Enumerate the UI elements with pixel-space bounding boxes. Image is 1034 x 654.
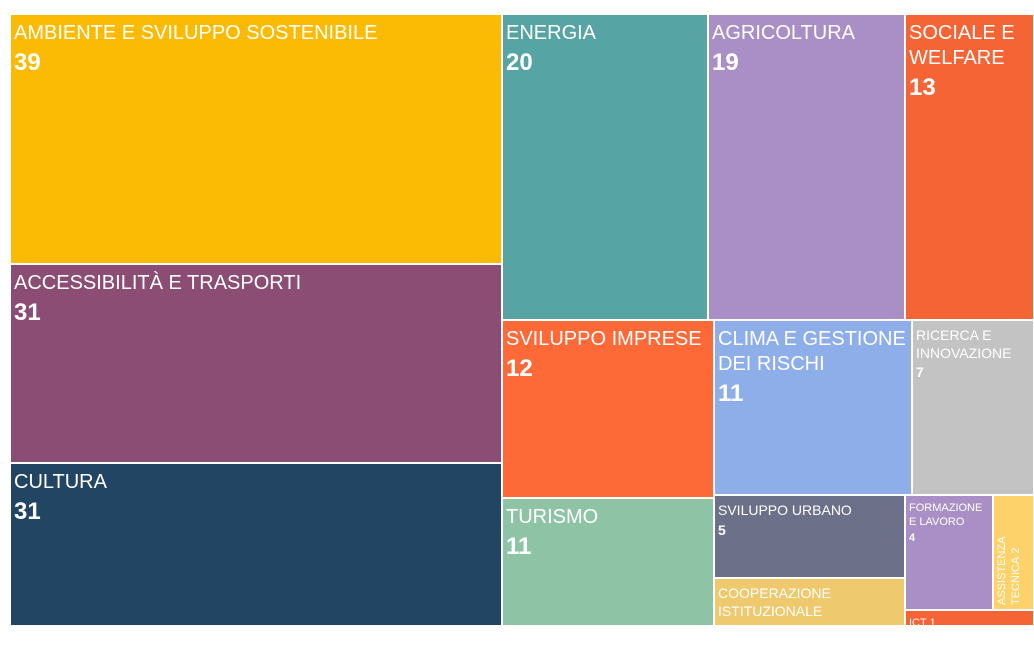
tile: SOCIALE E WELFARE 13 xyxy=(905,14,1034,320)
value-label: 31 xyxy=(14,299,41,326)
tile-label: AGRICOLTURA 19 xyxy=(712,21,902,78)
tile-label: ACCESSIBILITÀ E TRASPORTI 31 xyxy=(14,271,499,328)
tile-label: FORMAZIONE E LAVORO 4 xyxy=(909,502,990,545)
category-label: SVILUPPO IMPRESE xyxy=(506,328,702,350)
value-label: 4 xyxy=(909,531,916,544)
value-label: 5 xyxy=(718,622,902,625)
category-label: AMBIENTE E SVILUPPO SOSTENIBILE xyxy=(14,22,378,44)
value-label: 5 xyxy=(718,521,726,538)
category-label: ICT xyxy=(909,617,927,626)
value-label: 11 xyxy=(506,533,532,560)
tile-label: ENERGIA 20 xyxy=(506,21,705,78)
tile: CULTURA 31 xyxy=(10,463,502,626)
category-label: AGRICOLTURA xyxy=(712,22,855,44)
category-label: COOPERAZIONE ISTITUZIONALE xyxy=(718,585,831,619)
category-label: RICERCA E INNOVAZIONE xyxy=(916,327,1012,361)
category-label: CLIMA E GESTIONE DEI RISCHI xyxy=(718,328,906,375)
tile-label: ICT 1 xyxy=(909,617,1031,626)
category-label: CULTURA xyxy=(14,471,107,493)
tile: SVILUPPO URBANO 5 xyxy=(714,495,905,578)
value-label: 13 xyxy=(909,74,936,101)
value-label: 31 xyxy=(14,498,41,525)
tile: AMBIENTE E SVILUPPO SOSTENIBILE 39 xyxy=(10,14,502,264)
tile-label: TURISMO 11 xyxy=(506,505,711,562)
tile: CLIMA E GESTIONE DEI RISCHI 11 xyxy=(714,320,912,495)
tile: ICT 1 xyxy=(905,610,1034,626)
category-label: ENERGIA xyxy=(506,22,597,44)
tile: AGRICOLTURA 19 xyxy=(708,14,905,320)
tile-label: COOPERAZIONE ISTITUZIONALE 5 xyxy=(718,585,902,625)
tile: ACCESSIBILITÀ E TRASPORTI 31 xyxy=(10,264,502,463)
category-label: ACCESSIBILITÀ E TRASPORTI xyxy=(14,272,302,294)
value-label: 2 xyxy=(1009,547,1022,554)
value-label: 7 xyxy=(916,364,924,380)
value-label: 20 xyxy=(506,49,533,76)
value-label: 11 xyxy=(718,380,744,407)
tile-label: CLIMA E GESTIONE DEI RISCHI 11 xyxy=(718,327,909,409)
category-label: TURISMO xyxy=(506,506,599,528)
tile-label: SVILUPPO URBANO 5 xyxy=(718,502,902,539)
tile: COOPERAZIONE ISTITUZIONALE 5 xyxy=(714,578,905,626)
tile: ENERGIA 20 xyxy=(502,14,708,320)
category-label: SVILUPPO URBANO xyxy=(718,502,852,518)
category-label: SOCIALE E WELFARE xyxy=(909,22,1015,69)
tile: RICERCA E INNOVAZIONE 7 xyxy=(912,320,1034,495)
tile: FORMAZIONE E LAVORO 4 xyxy=(905,495,993,610)
tile-label: ASSISTENZA TECNICA 2 xyxy=(996,496,1024,605)
tile-label: SVILUPPO IMPRESE 12 xyxy=(506,327,711,384)
value-label: 1 xyxy=(929,617,936,626)
tile: ASSISTENZA TECNICA 2 xyxy=(993,495,1034,610)
value-label: 12 xyxy=(506,355,533,382)
category-label: FORMAZIONE E LAVORO xyxy=(909,502,983,528)
tile: TURISMO 11 xyxy=(502,498,714,626)
tile-label: SOCIALE E WELFARE 13 xyxy=(909,21,1031,103)
tile-label: CULTURA 31 xyxy=(14,470,499,527)
tile-label: RICERCA E INNOVAZIONE 7 xyxy=(916,327,1031,382)
value-label: 19 xyxy=(712,49,739,76)
value-label: 39 xyxy=(14,49,41,76)
tile-label: AMBIENTE E SVILUPPO SOSTENIBILE 39 xyxy=(14,21,499,78)
tile: SVILUPPO IMPRESE 12 xyxy=(502,320,714,498)
